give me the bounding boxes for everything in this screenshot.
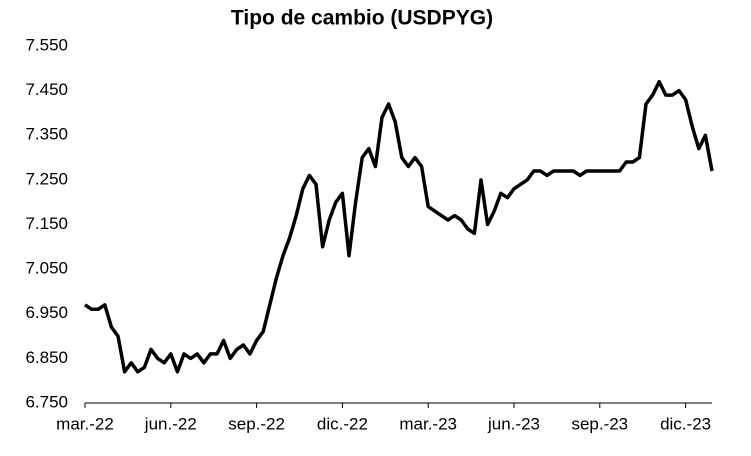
price-line [84, 79, 714, 374]
x-tick-label: mar.-22 [56, 414, 114, 433]
x-tick-label: sep.-23 [571, 414, 628, 433]
y-tick-label: 7.350 [25, 125, 68, 144]
x-tick-label: jun.-23 [487, 414, 540, 433]
y-tick-label: 7.050 [25, 259, 68, 278]
x-tick-label: dic.-22 [317, 414, 368, 433]
x-tick-label: mar.-23 [399, 414, 457, 433]
y-tick-label: 7.550 [25, 35, 68, 54]
y-tick-label: 6.750 [25, 392, 68, 411]
x-tick-label: jun.-22 [144, 414, 197, 433]
y-tick-label: 7.150 [25, 214, 68, 233]
x-tick-label: sep.-22 [228, 414, 285, 433]
y-tick-label: 7.450 [25, 80, 68, 99]
y-tick-label: 6.950 [25, 303, 68, 322]
x-tick-label: dic.-23 [660, 414, 711, 433]
chart-title: Tipo de cambio (USDPYG) [231, 7, 493, 30]
y-tick-label: 7.250 [25, 169, 68, 188]
y-tick-label: 6.850 [25, 348, 68, 367]
